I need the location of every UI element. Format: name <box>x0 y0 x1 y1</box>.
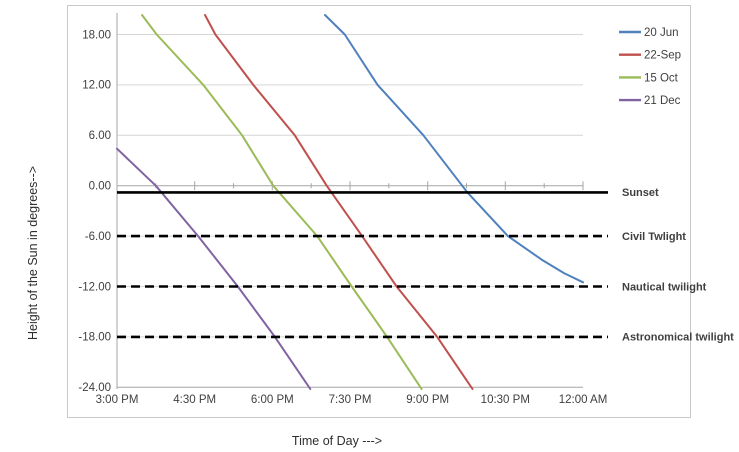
series-line-15-oct <box>141 14 423 390</box>
legend-label-15-oct: 15 Oct <box>644 72 679 84</box>
legend: 20 Jun 22-Sep 15 Oct 21 Dec <box>619 27 681 107</box>
tick-labels: 18.00 12.00 6.00 0.00 -6.00 -12.00 -18.00 -24.0… <box>78 29 607 406</box>
legend-item-22-sep: 22-Sep <box>619 50 681 62</box>
reference-lines <box>117 191 608 339</box>
y-tick-label-3: 0.00 <box>89 181 111 193</box>
x-axis-title: Time of Day ---> <box>292 434 382 448</box>
series-line-21-dec <box>116 147 312 390</box>
legend-item-21-dec: 21 Dec <box>619 95 681 107</box>
y-tick-label-6: -18.00 <box>78 332 111 344</box>
legend-item-20-jun: 20 Jun <box>619 27 679 39</box>
series-line-22-sep <box>204 14 474 390</box>
legend-label-20-jun: 20 Jun <box>644 27 679 39</box>
reference-label-civil-twlight: Civil Twlight <box>622 231 686 243</box>
x-tick-label-5: 10:30 PM <box>481 394 530 406</box>
chart-border <box>67 5 691 418</box>
x-tick-label-3: 7:30 PM <box>329 394 372 406</box>
series-lines <box>116 14 584 390</box>
legend-label-21-dec: 21 Dec <box>644 95 681 107</box>
x-tick-label-2: 6:00 PM <box>251 394 294 406</box>
x-tick-label-0: 3:00 PM <box>96 394 139 406</box>
y-tick-label-4: -6.00 <box>85 231 111 243</box>
x-tick-label-4: 9:00 PM <box>406 394 449 406</box>
series-line-20-jun <box>324 14 584 284</box>
y-tick-label-2: 6.00 <box>89 130 111 142</box>
y-tick-label-5: -12.00 <box>78 281 111 293</box>
y-tick-label-1: 12.00 <box>82 80 111 92</box>
y-axis-title: Height of the Sun in degrees--> <box>26 166 40 340</box>
reference-label-astronomical-twilight: Astronomical twilight <box>622 332 734 344</box>
reference-label-nautical-twilight: Nautical twilight <box>622 281 707 293</box>
y-tick-label-0: 18.00 <box>82 29 111 41</box>
reference-label-sunset: Sunset <box>622 187 659 199</box>
x-tick-label-6: 12:00 AM <box>559 394 608 406</box>
x-tick-label-1: 4:30 PM <box>173 394 216 406</box>
legend-item-15-oct: 15 Oct <box>619 72 679 84</box>
y-tick-label-7: -24.00 <box>78 382 111 394</box>
legend-label-22-sep: 22-Sep <box>644 50 681 62</box>
reference-labels: Sunset Civil Twlight Nautical twilight Astr… <box>622 187 734 344</box>
